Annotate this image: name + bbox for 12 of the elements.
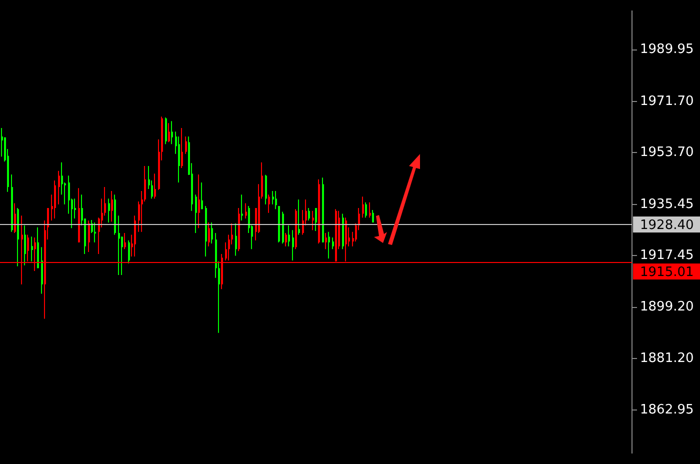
y-tick-label: 1899.20 [640, 300, 694, 315]
ref-line-label: 1915.01 [640, 264, 694, 280]
y-tick-label: 1917.45 [640, 248, 694, 263]
y-tick-label: 1881.20 [640, 350, 694, 366]
y-tick-label: 1953.70 [640, 145, 694, 160]
y-tick-label: 1989.95 [640, 42, 694, 58]
y-tick-label: 1971.70 [640, 94, 694, 109]
y-tick-label: 1862.95 [640, 402, 694, 418]
y-tick-label: 1935.45 [640, 196, 694, 212]
candlestick [241, 194, 243, 221]
ref-line-label: 1928.40 [640, 218, 694, 233]
candlestick [74, 198, 76, 219]
